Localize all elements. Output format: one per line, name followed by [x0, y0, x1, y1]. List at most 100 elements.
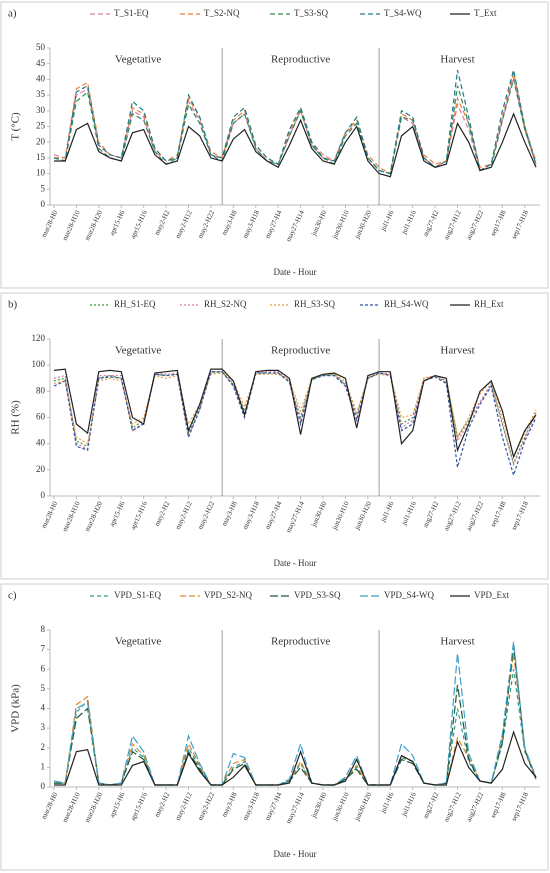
- x-tick-label: may27-H4: [264, 791, 284, 822]
- x-tick-label: apr15-H6: [108, 791, 127, 819]
- x-tick-label: may2-H2: [153, 209, 172, 237]
- phase-label: Harvest: [440, 345, 474, 357]
- y-tick-label: 20: [36, 136, 46, 146]
- y-tick-label: 5: [41, 183, 46, 193]
- series-line: [54, 112, 537, 178]
- x-tick-label: mar28-H0: [40, 791, 60, 821]
- y-tick-label: 1: [41, 761, 46, 771]
- x-tick-label: jun30-H10: [330, 209, 351, 241]
- x-tick-label: may2-H12: [174, 209, 194, 240]
- x-tick-label: may3-H18: [241, 500, 261, 531]
- y-tick-label: 8: [41, 624, 46, 634]
- x-tick-label: may2-H22: [196, 791, 216, 822]
- x-tick-label: jul1-H6: [379, 791, 396, 815]
- x-tick-label: apr15-H6: [108, 500, 127, 528]
- x-tick-label: sep17-H18: [510, 500, 530, 532]
- x-tick-label: may3-H8: [220, 500, 239, 528]
- legend-label: T_S3-SQ: [294, 8, 329, 18]
- y-tick-label: 25: [36, 121, 46, 131]
- x-tick-label: mar28-H10: [61, 791, 82, 824]
- phase-label: Harvest: [440, 636, 474, 648]
- phase-label: Reproductive: [271, 54, 330, 66]
- legend-label: RH_S3-SQ: [294, 299, 336, 309]
- series-line: [53, 79, 537, 175]
- x-tick-label: jun30-H10: [330, 791, 351, 823]
- series-line: [54, 730, 537, 786]
- x-tick-label: aug27-H2: [421, 500, 440, 529]
- legend-label: RH_S1-EQ: [114, 299, 156, 309]
- x-tick-label: sep17-H8: [489, 209, 508, 238]
- x-tick-label: aug27-H12: [442, 209, 463, 241]
- panel-label: b): [8, 299, 18, 311]
- x-tick-label: aug27-H22: [465, 209, 486, 241]
- x-tick-label: jul1-H16: [400, 500, 419, 528]
- panel-frame: [0, 583, 549, 871]
- y-tick-label: 35: [36, 89, 46, 99]
- x-tick-label: apr15-H16: [129, 500, 149, 531]
- y-tick-label: 45: [36, 58, 46, 68]
- legend-label: VPD_Ext: [474, 590, 510, 600]
- x-tick-label: may27-H4: [264, 209, 284, 240]
- x-tick-label: may2-H22: [196, 500, 216, 531]
- legend-label: T_S1-EQ: [114, 8, 149, 18]
- x-tick-label: may27-H14: [284, 209, 306, 243]
- series-line: [54, 653, 537, 786]
- x-axis-label: Date - Hour: [274, 558, 317, 568]
- x-tick-label: may2-H12: [174, 791, 194, 822]
- y-tick-label: 5: [41, 683, 46, 693]
- x-tick-label: jun30-H0: [309, 500, 328, 529]
- y-tick-label: 120: [32, 333, 46, 343]
- series-line: [54, 645, 537, 786]
- x-tick-label: jun30-H20: [353, 500, 374, 532]
- x-tick-label: sep17-H8: [489, 500, 508, 529]
- legend-label: RH_S2-NQ: [204, 299, 247, 309]
- x-tick-label: aug27-H12: [442, 791, 463, 823]
- panel-frame: [0, 292, 549, 580]
- x-tick-label: sep17-H8: [489, 791, 508, 820]
- y-tick-label: 3: [41, 722, 46, 732]
- y-tick-label: 60: [36, 412, 46, 422]
- series-line: [54, 72, 537, 175]
- y-tick-label: 7: [41, 644, 46, 654]
- x-tick-label: jul1-H6: [379, 500, 396, 524]
- y-tick-label: 100: [32, 359, 46, 369]
- x-tick-label: may2-H2: [153, 791, 172, 819]
- series-line: [53, 371, 537, 478]
- x-tick-label: sep17-H18: [510, 209, 530, 241]
- y-axis-label: VPD (kPa): [10, 684, 22, 733]
- x-tick-label: mar28-H0: [40, 500, 60, 530]
- x-tick-label: sep17-H18: [510, 791, 530, 823]
- phase-label: Vegetative: [115, 636, 162, 648]
- y-tick-label: 0: [41, 199, 46, 209]
- x-tick-label: may3-H18: [241, 209, 261, 240]
- x-tick-label: mar28-H20: [83, 791, 104, 824]
- y-tick-label: 50: [36, 42, 46, 52]
- x-axis-label: Date - Hour: [274, 849, 317, 859]
- x-tick-label: may2-H22: [196, 209, 216, 240]
- x-tick-label: may27-H14: [284, 500, 306, 534]
- phase-label: Reproductive: [271, 636, 330, 648]
- panel-frame: [0, 1, 549, 289]
- x-tick-label: mar28-H10: [61, 500, 82, 533]
- x-tick-label: jun30-H0: [309, 791, 328, 820]
- x-tick-label: may3-H8: [220, 791, 239, 819]
- x-tick-label: jun30-H20: [353, 791, 374, 823]
- legend-label: VPD_S2-NQ: [204, 590, 253, 600]
- x-tick-label: aug27-H22: [465, 500, 486, 532]
- series-line: [53, 641, 537, 786]
- legend-label: T_S4-WQ: [384, 8, 422, 18]
- x-tick-label: may27-H4: [264, 500, 284, 531]
- y-tick-label: 6: [41, 663, 46, 673]
- x-tick-label: aug27-H2: [421, 209, 440, 238]
- y-tick-label: 20: [36, 464, 46, 474]
- x-tick-label: jul1-H16: [400, 209, 419, 237]
- x-tick-label: may2-H12: [174, 500, 194, 531]
- series-line: [53, 371, 537, 467]
- x-tick-label: mar28-H20: [83, 209, 104, 242]
- x-tick-label: may2-H2: [153, 500, 172, 528]
- y-tick-label: 0: [41, 781, 46, 791]
- x-tick-label: apr15-H16: [129, 791, 149, 822]
- y-tick-label: 2: [41, 742, 46, 752]
- x-tick-label: mar28-H10: [61, 209, 82, 242]
